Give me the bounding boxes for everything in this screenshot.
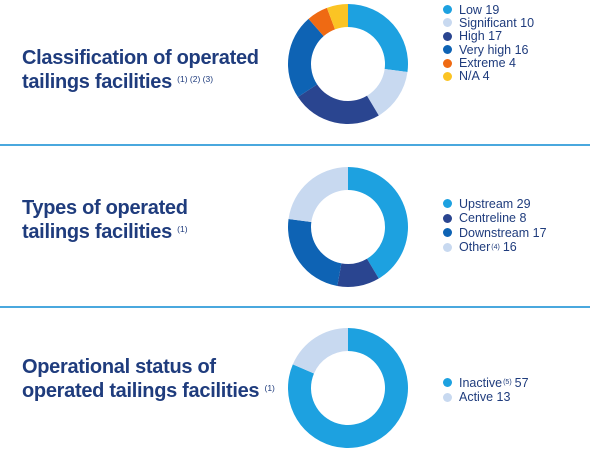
classification-donut-chart (288, 3, 408, 124)
donut-slice-significant (366, 68, 408, 116)
legend-label: Very high 16 (459, 42, 529, 57)
title-footnotes: (1) (264, 383, 275, 393)
status-panel: Operational status of operated tailings … (0, 308, 590, 452)
legend-item-high: High 17 (443, 29, 534, 44)
legend-swatch (443, 31, 452, 41)
title-line-2: tailings facilities (22, 71, 172, 93)
donut-slice-very-high (288, 18, 324, 98)
legend-item-upstream: Upstream 29 (443, 196, 547, 211)
legend-label: High 17 (459, 29, 503, 44)
section-divider (0, 306, 590, 308)
legend-value: 16 (502, 240, 517, 254)
donut-slice-centreline (337, 258, 379, 287)
title-line-1: Types of operated (22, 197, 188, 219)
legend-label: Active 13 (459, 390, 511, 404)
legend-item-inactive: Inactive (5) 57 (443, 375, 529, 390)
legend-item-downstream: Downstream 17 (443, 225, 547, 240)
donut-slice-other (288, 167, 348, 223)
legend-label: Extreme 4 (459, 56, 516, 71)
donut-slice-low (348, 4, 408, 73)
legend-swatch (443, 5, 452, 14)
title-line-1: Operational status of (22, 356, 216, 378)
classification-title: Classification of operated tailings faci… (22, 48, 259, 93)
types-legend: Upstream 29 Centreline 8 Downstream 17 Othe… (443, 197, 547, 255)
legend-item-other: Other (4) 16 (443, 240, 547, 254)
types-title: Types of operated tailings facilities (1… (22, 198, 188, 243)
section-divider (0, 144, 590, 146)
legend-swatch (443, 228, 452, 237)
legend-label: N/A 4 (459, 69, 490, 84)
legend-label: Upstream 29 (459, 196, 531, 211)
legend-item-extreme: Extreme 4 (443, 56, 534, 71)
legend-footnote: (4) (491, 243, 500, 251)
legend-footnote: (5) (503, 379, 512, 386)
legend-item-centreline: Centreline 8 (443, 211, 547, 225)
legend-label: Other (459, 240, 491, 254)
legend-swatch (443, 199, 452, 208)
legend-value: 57 (514, 375, 529, 390)
legend-label: Low 19 (459, 2, 500, 17)
legend-swatch (443, 71, 452, 81)
status-legend: Inactive (5) 57 Active 13 (443, 376, 529, 405)
donut-slice-active (292, 328, 348, 374)
title-footnotes: (1) (177, 224, 188, 234)
legend-item-active: Active 13 (443, 390, 529, 404)
legend-swatch (443, 242, 452, 252)
legend-item-very-high: Very high 16 (443, 42, 534, 57)
donut-slice-downstream (288, 218, 342, 287)
donut-slice-upstream (348, 167, 408, 279)
legend-label: Significant 10 (459, 15, 535, 30)
legend-item-significant: Significant 10 (443, 15, 535, 30)
legend-swatch (443, 213, 452, 223)
types-donut-chart (288, 167, 408, 287)
donut-slice-inactive (288, 328, 408, 448)
donut-slice-high (297, 84, 379, 124)
types-panel: Types of operated tailings facilities (1… (0, 146, 590, 306)
classification-panel: Classification of operated tailings faci… (0, 0, 590, 145)
legend-label: Centreline 8 (459, 211, 527, 225)
legend-swatch (443, 18, 452, 28)
legend-swatch (443, 45, 452, 55)
title-line-1: Classification of operated (22, 47, 259, 69)
title-footnotes: (1) (2) (3) (177, 74, 214, 84)
legend-item-n-a: N/A 4 (443, 69, 534, 84)
legend-item-low: Low 19 (443, 2, 534, 17)
legend-label: Downstream 17 (459, 225, 547, 240)
donut-slice-extreme (308, 7, 335, 37)
classification-legend: Low 19 Significant 10 High 17 Very high 16 E… (443, 3, 534, 83)
title-line-2: operated tailings facilities (22, 380, 260, 402)
status-donut-chart (288, 328, 408, 448)
legend-label: Inactive (459, 375, 503, 390)
donut-slice-n-a (326, 3, 348, 30)
legend-swatch (443, 58, 452, 68)
title-line-2: tailings facilities (22, 221, 172, 243)
legend-swatch (443, 392, 452, 402)
status-title: Operational status of operated tailings … (22, 357, 275, 402)
legend-swatch (443, 378, 452, 387)
